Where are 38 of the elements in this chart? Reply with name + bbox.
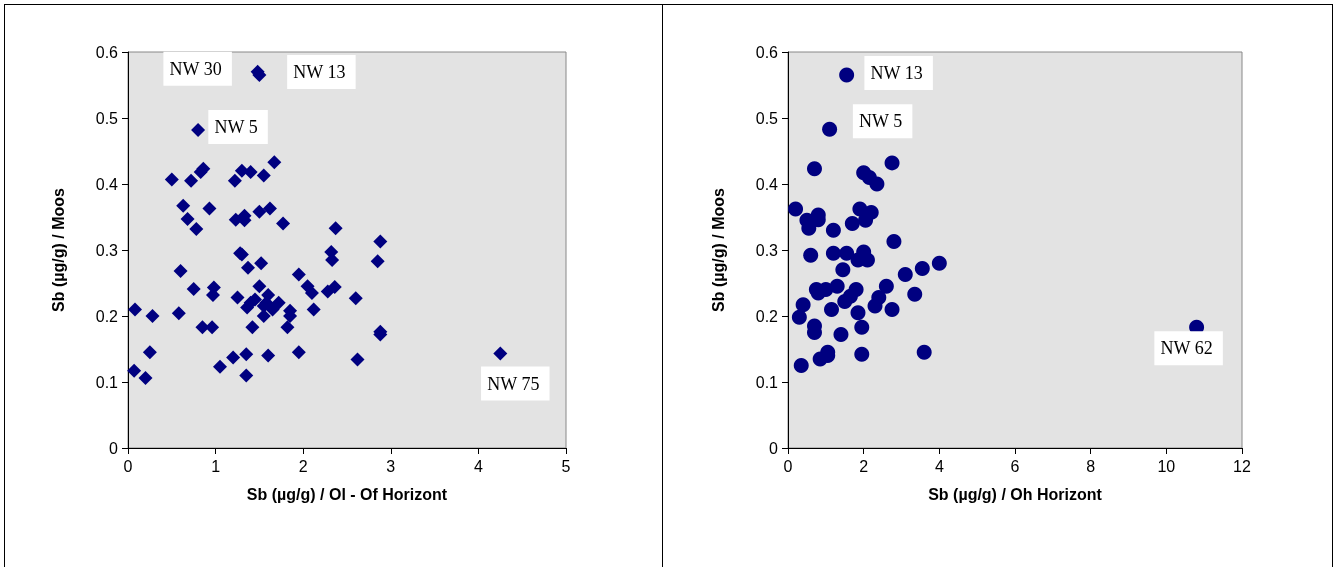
x-tick-label: 0: [783, 457, 793, 475]
y-tick-label: 0: [109, 439, 119, 457]
y-tick-label: 0.3: [95, 241, 119, 259]
y-tick-label: 0.4: [95, 175, 119, 193]
y-tick-label: 0.1: [95, 373, 119, 391]
x-axis-title: Sb (µg/g) / Oh Horizont: [928, 485, 1103, 503]
y-tick-label: 0.2: [95, 307, 119, 325]
x-tick-label: 0: [123, 457, 133, 475]
x-tick-label: 12: [1233, 457, 1251, 475]
y-axis-title: Sb (µg/g) / Moos: [709, 187, 727, 312]
y-tick-label: 0.4: [755, 175, 779, 193]
y-tick-label: 0: [769, 439, 779, 457]
annotation: NW 30: [169, 58, 222, 79]
x-tick-label: 8: [1086, 457, 1096, 475]
y-tick-label: 0.1: [755, 373, 779, 391]
x-tick-label: 10: [1157, 457, 1176, 475]
annotation: NW 62: [1160, 338, 1213, 359]
x-tick-label: 2: [859, 457, 869, 475]
x-tick-label: 6: [1010, 457, 1020, 475]
x-tick-label: 4: [473, 457, 483, 475]
x-tick-label: 3: [386, 457, 396, 475]
annotation: NW 13: [870, 63, 923, 84]
y-axis-title: Sb (µg/g) / Moos: [49, 187, 67, 312]
y-tick-label: 0.3: [755, 241, 779, 259]
y-tick-label: 0.5: [95, 109, 119, 127]
annotation: NW 13: [293, 62, 346, 83]
y-tick-label: 0.5: [755, 109, 779, 127]
x-tick-label: 4: [934, 457, 944, 475]
x-tick-label: 2: [298, 457, 308, 475]
annotation: NW 75: [487, 373, 540, 394]
annotation: NW 5: [859, 111, 903, 132]
y-tick-label: 0.6: [95, 43, 119, 61]
x-tick-label: 1: [211, 457, 221, 475]
x-tick-label: 5: [561, 457, 571, 475]
annotation: NW 5: [214, 116, 258, 137]
y-tick-label: 0.2: [755, 307, 779, 325]
y-tick-label: 0.6: [755, 43, 779, 61]
x-axis-title: Sb (µg/g) / Ol - Of Horizont: [246, 485, 448, 503]
